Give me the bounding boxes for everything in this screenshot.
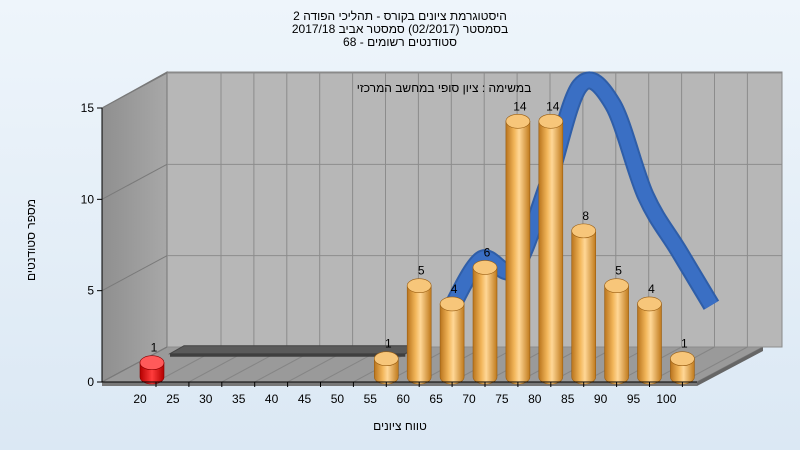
chart-title-line-3: סטודנטים רשומים - 68 <box>343 35 457 49</box>
bar-top <box>505 113 531 129</box>
data-label: 4 <box>648 282 655 296</box>
data-label: 1 <box>385 337 392 351</box>
x-tick-label: 55 <box>364 392 378 406</box>
data-label: 5 <box>418 264 425 278</box>
grid-line-side <box>101 346 168 383</box>
floor-edge <box>102 382 697 386</box>
floor-edge-right <box>697 347 763 386</box>
side-wall <box>101 71 168 383</box>
data-label: 1 <box>151 341 158 355</box>
y-tick-label: 15 <box>81 101 95 115</box>
x-tick-label: 35 <box>232 392 246 406</box>
y-tick-label: 10 <box>81 192 95 206</box>
bar-90: 5 <box>604 264 629 385</box>
bar-top <box>373 351 399 367</box>
gray-band-edge <box>170 353 406 357</box>
data-label: 6 <box>484 245 491 259</box>
bar-70: 6 <box>472 245 498 385</box>
x-tick-label: 100 <box>656 392 676 406</box>
chart-title-line-2: בסמסטר (02/2017) סמסטר אביב 2017/18 <box>291 22 509 36</box>
bar-top <box>139 355 165 371</box>
x-tick-label: 70 <box>462 392 476 406</box>
bar-65: 4 <box>439 282 465 385</box>
x-tick-label: 95 <box>627 392 641 406</box>
x-tick-label: 65 <box>429 392 443 406</box>
x-tick-label: 40 <box>265 392 279 406</box>
x-tick-label: 45 <box>298 392 312 406</box>
bar-body <box>637 303 662 385</box>
data-label: 14 <box>513 99 527 113</box>
y-tick-label: 5 <box>87 284 94 298</box>
data-label: 1 <box>681 337 688 351</box>
bar-top <box>406 278 432 293</box>
x-tick-label: 60 <box>397 392 411 406</box>
bar-body <box>604 285 629 385</box>
bar-top <box>571 223 597 239</box>
bar-body <box>571 230 596 385</box>
grid-line-side <box>101 255 168 292</box>
x-tick-label: 25 <box>166 392 180 406</box>
bar-85: 8 <box>571 209 597 385</box>
data-label: 14 <box>546 99 560 113</box>
x-tick-label: 90 <box>594 392 608 406</box>
bar-body <box>538 120 564 385</box>
bar-body <box>505 120 531 385</box>
bar-55: 1 <box>373 337 399 385</box>
data-label: 5 <box>615 264 622 278</box>
bar-80: 14 <box>538 99 564 385</box>
chart-title: היסטוגרמת ציונים בקורס - תהליכי הפודה 2 … <box>0 10 800 49</box>
x-tick-label: 20 <box>133 392 147 406</box>
bar-top <box>670 351 695 367</box>
x-axis-label: טווח ציונים <box>373 419 427 433</box>
y-tick-label: 0 <box>87 375 94 389</box>
bar-60: 5 <box>406 264 432 385</box>
x-tick-label: 80 <box>528 392 542 406</box>
bar-20: 1 <box>139 341 165 385</box>
bar-100: 1 <box>670 337 695 385</box>
data-label: 8 <box>582 209 589 223</box>
grid-line-side <box>101 163 168 200</box>
chart-annotation: במשימה : ציון סופי במחשב המרכזי <box>357 81 532 95</box>
bar-75: 14 <box>505 99 531 385</box>
bar-top <box>538 113 564 129</box>
bar-95: 4 <box>637 282 662 385</box>
data-label: 4 <box>451 282 458 296</box>
bar-top <box>472 260 498 275</box>
bar-body <box>472 267 498 385</box>
bar-body <box>439 303 465 385</box>
bar-top <box>439 296 465 312</box>
chart-title-line-1: היסטוגרמת ציונים בקורס - תהליכי הפודה 2 <box>293 9 507 23</box>
x-tick-label: 50 <box>331 392 345 406</box>
bar-body <box>406 285 432 385</box>
x-tick-label: 30 <box>199 392 213 406</box>
bar-top <box>604 278 629 293</box>
x-tick-label: 85 <box>561 392 575 406</box>
x-tick-label: 75 <box>495 392 509 406</box>
bar-series: 1 1 5 4 6 14 14 8 5 4 1 <box>139 99 695 385</box>
grid-line-side <box>101 72 168 109</box>
bar-top <box>637 296 662 312</box>
